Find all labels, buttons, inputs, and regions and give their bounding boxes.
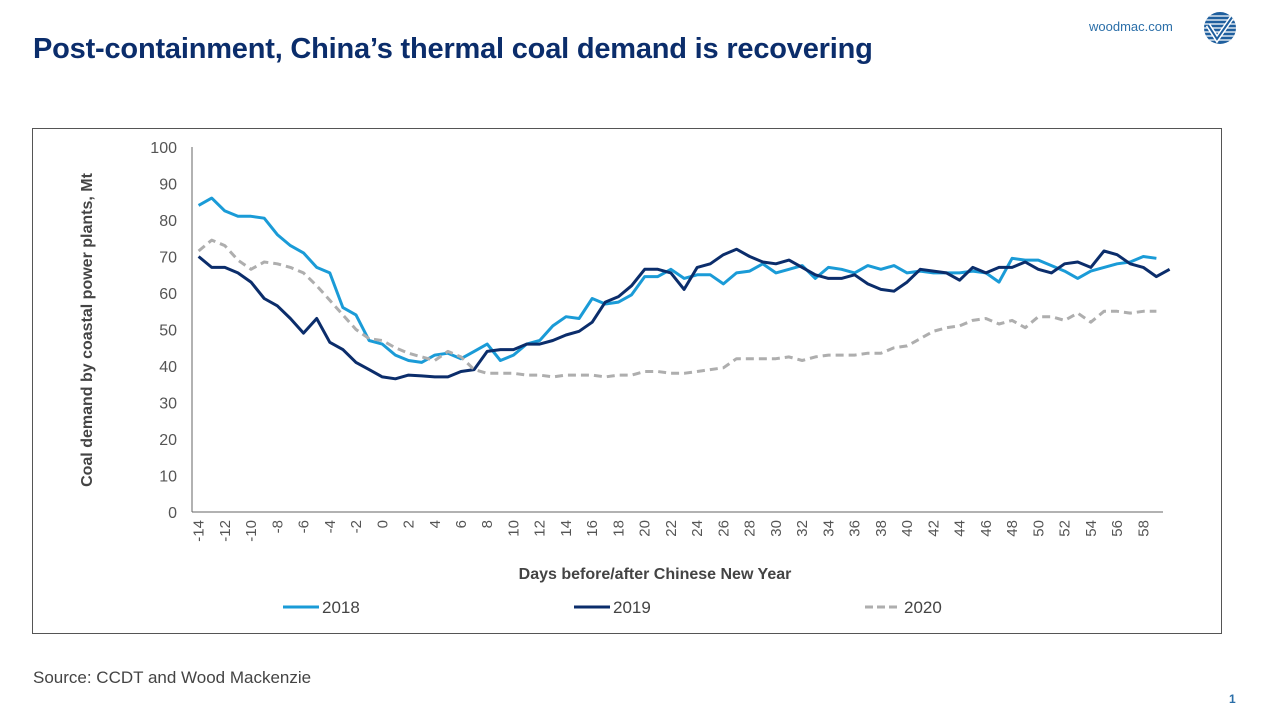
x-tick-label: -2 [348,520,365,533]
y-tick-label: 40 [159,359,177,376]
x-tick-label: 54 [1083,520,1100,537]
x-tick-label: 10 [505,520,522,537]
x-tick-label: 28 [742,520,759,537]
x-tick-label: 22 [663,520,680,537]
page-number: 1 [1229,692,1236,706]
y-tick-label: 80 [159,213,177,230]
x-tick-label: -12 [217,520,234,542]
woodmac-check-logo-icon [1204,12,1236,44]
y-tick-label: 100 [150,140,177,157]
series-line-2019 [197,247,1171,381]
series-line-2018 [197,196,1157,364]
x-tick-label: -14 [191,520,208,542]
x-axis-label: Days before/after Chinese New Year [519,566,792,583]
y-tick-label: 50 [159,323,177,340]
x-tick-label: 6 [453,520,470,528]
y-tick-label: 90 [159,177,177,194]
x-tick-label: 14 [558,520,575,537]
x-tick-label: 0 [374,520,391,528]
page-title: Post-containment, China’s thermal coal d… [33,33,873,65]
legend-label-2019: 2019 [613,598,651,617]
x-tick-label: 2 [401,520,418,528]
x-tick-label: 18 [610,520,627,537]
x-tick-label: 58 [1135,520,1152,537]
y-tick-label: 10 [159,469,177,486]
source-note: Source: CCDT and Wood Mackenzie [33,668,312,687]
x-tick-label: 16 [584,520,601,537]
y-tick-label: 60 [159,286,177,303]
x-tick-label: 50 [1030,520,1047,537]
x-tick-label: -10 [243,520,260,542]
x-tick-label: 30 [768,520,785,537]
x-tick-label: -6 [296,520,313,533]
x-tick-label: 56 [1109,520,1126,537]
y-tick-label: 0 [168,505,177,522]
x-tick-label: 24 [689,520,706,537]
y-tick-label: 30 [159,396,177,413]
series-line-2020 [197,238,1157,379]
x-tick-label: 40 [899,520,916,537]
legend-label-2018: 2018 [322,598,360,617]
x-tick-label: 48 [1004,520,1021,537]
x-tick-label: -4 [322,520,339,533]
x-tick-label: 42 [925,520,942,537]
y-tick-label: 70 [159,250,177,267]
chart-frame [32,128,1222,634]
x-tick-label: 26 [715,520,732,537]
x-tick-label: -8 [269,520,286,533]
x-tick-label: 44 [952,520,969,537]
x-tick-label: 32 [794,520,811,537]
x-tick-label: 8 [479,520,496,528]
x-tick-label: 36 [847,520,864,537]
x-tick-label: 34 [820,520,837,537]
website-link[interactable]: woodmac.com [1089,19,1173,34]
x-tick-label: 38 [873,520,890,537]
y-axis-label: Coal demand by coastal power plants, Mt [79,172,96,487]
y-tick-label: 20 [159,432,177,449]
x-tick-label: 52 [1057,520,1074,537]
x-tick-label: 4 [427,520,444,528]
x-tick-label: 12 [532,520,549,537]
x-tick-label: 46 [978,520,995,537]
x-tick-label: 20 [637,520,654,537]
legend-label-2020: 2020 [904,598,942,617]
